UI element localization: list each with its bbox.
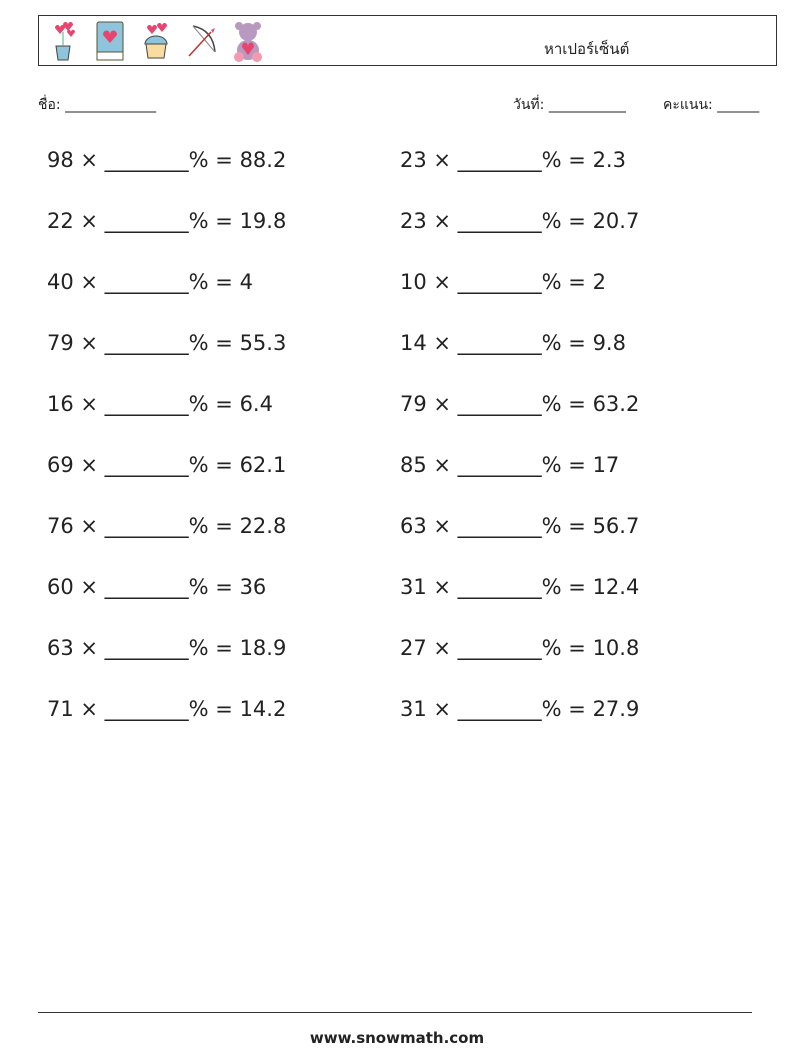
footer-url: www.snowmath.com — [309, 1029, 485, 1047]
problem: 60 × ________% = 36 — [47, 575, 267, 599]
problem: 79 × ________% = 55.3 — [47, 331, 287, 355]
worksheet-title: หาเปอร์เซ็นต์ — [544, 40, 630, 58]
problem: 98 × ________% = 88.2 — [47, 148, 287, 172]
heart-book-icon — [96, 21, 124, 61]
problem: 23 × ________% = 2.3 — [400, 148, 626, 172]
flower-pot-icon — [55, 22, 75, 61]
problem: 27 × ________% = 10.8 — [400, 636, 640, 660]
cupcake-icon — [144, 23, 168, 59]
name-field: ชื่อ: _____________ — [38, 97, 157, 113]
problem: 10 × ________% = 2 — [400, 270, 606, 294]
problem: 22 × ________% = 19.8 — [47, 209, 287, 233]
footer-divider — [38, 1012, 752, 1013]
problem: 14 × ________% = 9.8 — [400, 331, 626, 355]
bow-arrow-icon — [188, 25, 216, 57]
problem: 79 × ________% = 63.2 — [400, 392, 640, 416]
problem: 31 × ________% = 27.9 — [400, 697, 640, 721]
problem: 76 × ________% = 22.8 — [47, 514, 287, 538]
problem: 31 × ________% = 12.4 — [400, 575, 640, 599]
problem: 16 × ________% = 6.4 — [47, 392, 273, 416]
header-box: หาเปอร์เซ็นต์ — [38, 15, 777, 66]
problem: 63 × ________% = 18.9 — [47, 636, 287, 660]
teddy-bear-icon — [234, 22, 262, 62]
problem: 71 × ________% = 14.2 — [47, 697, 287, 721]
problem: 63 × ________% = 56.7 — [400, 514, 640, 538]
score-field: คะแนน: ______ — [663, 97, 760, 113]
problem: 40 × ________% = 4 — [47, 270, 253, 294]
problem: 69 × ________% = 62.1 — [47, 453, 287, 477]
problem: 85 × ________% = 17 — [400, 453, 620, 477]
problem: 23 × ________% = 20.7 — [400, 209, 640, 233]
date-field: วันที่: ___________ — [513, 97, 626, 113]
